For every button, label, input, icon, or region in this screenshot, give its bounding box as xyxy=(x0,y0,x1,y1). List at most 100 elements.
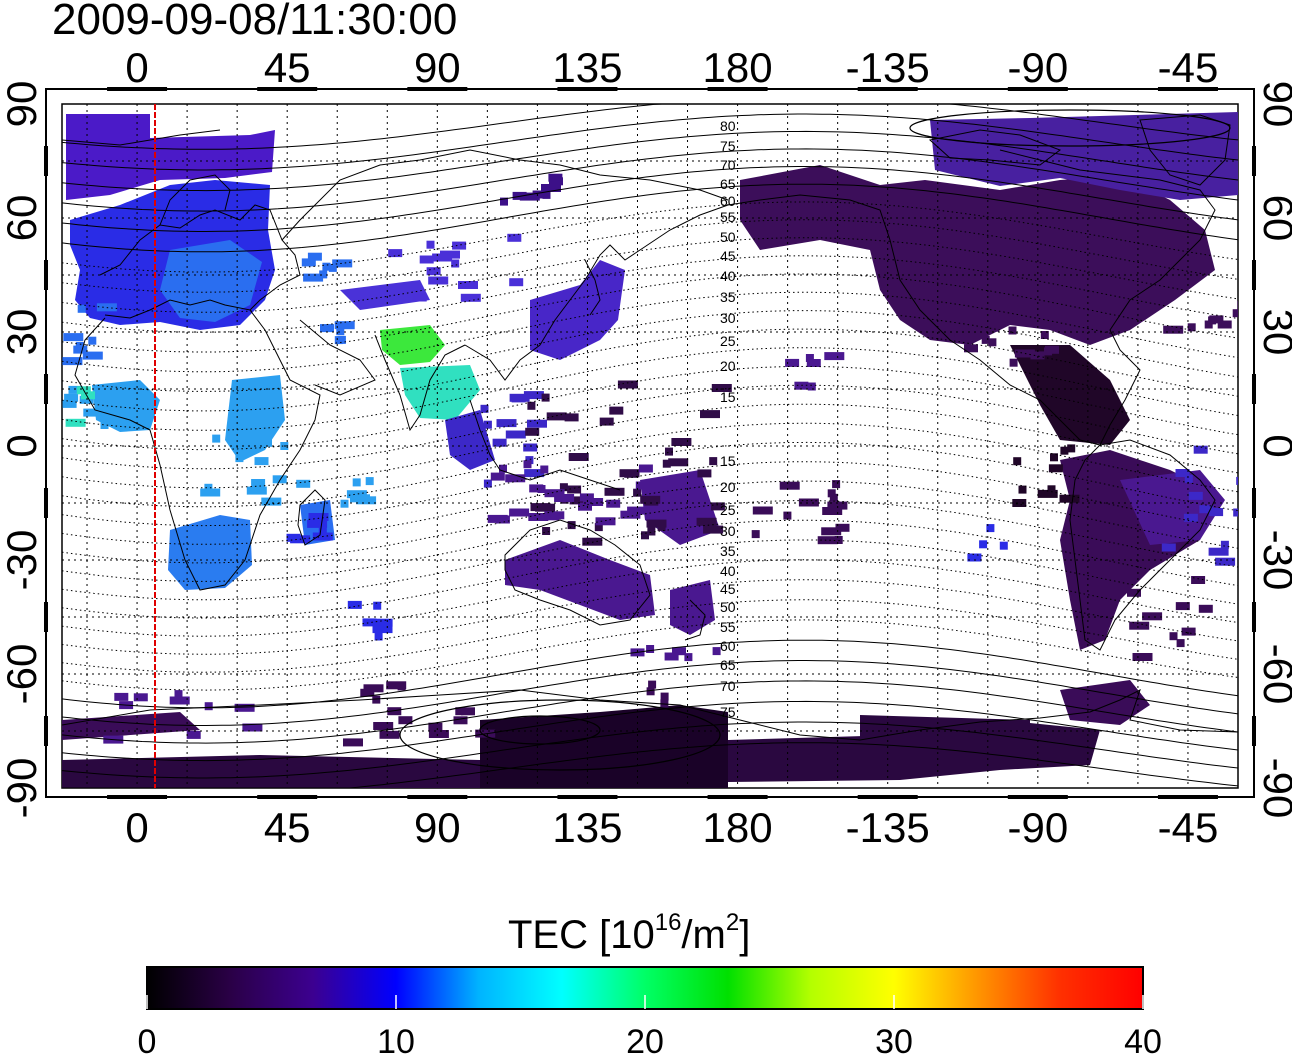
contour-label: 40 xyxy=(720,563,736,579)
tec-pixel xyxy=(594,523,603,532)
tec-pixel xyxy=(540,465,549,474)
tec-pixel xyxy=(133,693,148,702)
tec-pixel xyxy=(544,489,565,498)
tec-pixel xyxy=(365,477,374,486)
tec-pixel xyxy=(426,240,435,249)
contour-label: 15 xyxy=(720,389,736,405)
longitude-label: 45 xyxy=(264,804,311,851)
magnetic-contour xyxy=(62,130,1238,192)
coastline-africa xyxy=(74,309,321,591)
tec-pixel xyxy=(617,380,638,389)
tec-pixel xyxy=(343,738,363,747)
tec-pixel xyxy=(646,645,655,653)
tec-pixel xyxy=(525,427,540,436)
tec-pixel xyxy=(1059,494,1080,503)
longitude-labels-top: 0 45 90 135 180 -135 -90 -45 xyxy=(125,44,1218,91)
magnetic-contour xyxy=(62,461,1238,545)
tec-pixel xyxy=(954,333,969,342)
tec-pixel xyxy=(360,688,375,697)
tec-pixel xyxy=(665,447,673,456)
tec-pixel xyxy=(805,354,814,362)
tec-pixel xyxy=(981,335,990,344)
tec-pixel xyxy=(1008,326,1017,335)
tec-pixel xyxy=(1060,446,1069,455)
tec-pixel xyxy=(480,441,489,450)
tec-pixel xyxy=(545,512,560,521)
tec-pixel xyxy=(505,474,526,483)
tec-pixel xyxy=(646,519,667,528)
latitude-label: 90 xyxy=(0,81,45,128)
tec-pixel xyxy=(352,478,361,487)
tec-pixel xyxy=(532,190,547,199)
tec-pixel xyxy=(307,252,322,261)
tec-pixel xyxy=(568,453,589,461)
tec-pixel xyxy=(68,385,83,394)
latitude-label: 60 xyxy=(0,195,45,242)
colorbar-tick-label: 30 xyxy=(875,1023,913,1057)
tec-pixel xyxy=(519,192,540,201)
tec-patch-india xyxy=(380,325,445,365)
contour-label: 15 xyxy=(720,453,736,469)
magnetic-contour xyxy=(62,148,1238,212)
longitude-label: 0 xyxy=(125,804,148,851)
tec-pixel xyxy=(1048,464,1063,473)
magnetic-contour xyxy=(62,519,1238,601)
tec-pixel xyxy=(1040,331,1049,339)
tec-pixel xyxy=(599,417,614,426)
magnetic-contour xyxy=(62,680,1238,744)
coastline-madagascar xyxy=(297,489,326,546)
tec-pixel xyxy=(509,393,530,402)
coastline-japan xyxy=(584,259,601,316)
latitude-label: -30 xyxy=(1255,530,1292,591)
latitude-label: 30 xyxy=(0,309,45,356)
tec-pixel xyxy=(397,682,406,691)
tec-pixel xyxy=(77,304,86,313)
tec-pixel xyxy=(751,530,760,539)
tec-pixel xyxy=(569,496,590,505)
tec-patch-arctic-canada xyxy=(930,112,1238,200)
contour-label: 75 xyxy=(720,704,736,720)
tec-pixel xyxy=(1236,476,1238,485)
tec-pixel xyxy=(525,456,534,465)
tec-pixel xyxy=(461,707,475,716)
tec-pixel xyxy=(186,730,201,739)
tec-pixel xyxy=(964,344,978,353)
tec-pixel xyxy=(1142,612,1163,621)
tec-pixel xyxy=(559,483,568,492)
tec-pixel xyxy=(827,489,836,498)
coastline-south-america xyxy=(1069,439,1216,651)
tec-pixel xyxy=(308,513,329,521)
tec-pixel xyxy=(542,190,551,199)
tec-pixel xyxy=(624,469,639,478)
tec-pixel xyxy=(1012,499,1027,507)
tec-pixel xyxy=(64,393,79,402)
tec-pixel xyxy=(579,493,594,502)
tec-pixel xyxy=(620,510,641,519)
tec-patch-south-pacific xyxy=(860,715,1030,745)
tec-pixel xyxy=(523,443,538,452)
longitude-label: -135 xyxy=(846,804,930,851)
tec-pixel xyxy=(452,241,467,250)
tec-pixel xyxy=(703,525,724,534)
tec-pixel xyxy=(806,359,821,367)
tec-pixel xyxy=(647,527,656,536)
tec-pixel xyxy=(609,406,624,415)
tec-pixel xyxy=(363,684,384,693)
latitude-label: -60 xyxy=(0,644,45,705)
tec-pixel xyxy=(712,647,721,656)
tec-pixel xyxy=(662,459,671,468)
tec-pixel xyxy=(328,263,337,272)
magnetic-contour xyxy=(62,539,1238,619)
tec-pixel xyxy=(65,418,86,427)
tec-pixel xyxy=(1175,469,1190,477)
longitude-label: 180 xyxy=(703,804,773,851)
contour-label: 60 xyxy=(720,193,736,209)
tec-pixel xyxy=(958,322,973,331)
tec-pixel xyxy=(301,258,316,267)
tec-scatter-layer xyxy=(62,173,1238,747)
contour-label: 40 xyxy=(720,268,736,284)
tec-patch-africa-west xyxy=(92,380,160,432)
tec-pixel xyxy=(979,540,988,549)
